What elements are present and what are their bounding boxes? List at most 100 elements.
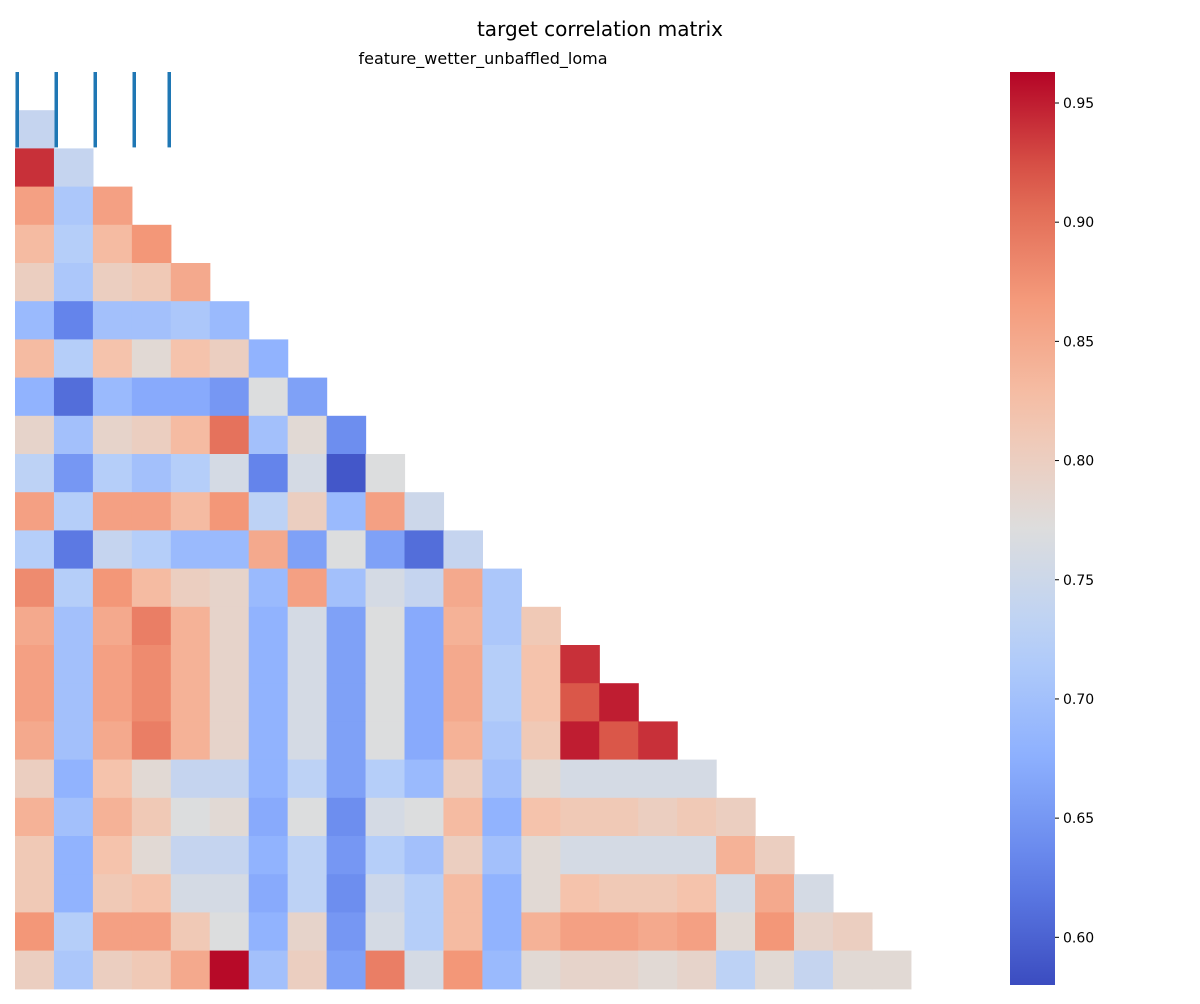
heatmap-cell: [521, 874, 561, 913]
heatmap-cell: [482, 683, 522, 722]
heatmap-cell: [170, 683, 211, 722]
heatmap-cell: [482, 721, 522, 761]
heatmap-cell: [53, 836, 94, 875]
heatmap-cell: [131, 645, 172, 684]
heatmap-cell: [716, 950, 756, 990]
heatmap-cell: [209, 721, 250, 761]
heatmap-cell: [92, 950, 133, 990]
heatmap-cell: [92, 454, 133, 493]
heatmap-cell: [443, 759, 483, 799]
heatmap-cell: [326, 568, 367, 608]
heatmap-cell: [248, 721, 289, 761]
heatmap-cell: [404, 568, 445, 608]
heatmap-cell: [716, 874, 756, 913]
heatmap-cell: [15, 645, 55, 684]
heatmap-cell: [248, 530, 289, 570]
heatmap-cell: [131, 836, 172, 875]
heatmap-cell: [677, 874, 717, 913]
heatmap-cell: [209, 454, 250, 493]
heatmap-cell: [365, 492, 406, 531]
heatmap-cell: [92, 377, 133, 417]
heatmap-cell: [209, 301, 250, 340]
heatmap-cell: [443, 874, 483, 913]
heatmap-cell: [326, 912, 367, 952]
colorbar-tick-label: 0.65: [1063, 811, 1094, 827]
heatmap-cell: [131, 797, 172, 837]
heatmap-cell: [248, 492, 289, 531]
heatmap-cell: [15, 721, 55, 761]
heatmap-cell: [15, 759, 55, 799]
heatmap-cell: [287, 568, 328, 608]
heatmap-cell: [716, 912, 756, 952]
heatmap-cell: [560, 912, 600, 952]
heatmap-cell: [53, 263, 94, 302]
heatmap-cell: [521, 912, 561, 952]
heatmap-cell: [92, 339, 133, 379]
heatmap-cell: [131, 912, 172, 952]
heatmap-cell: [326, 874, 367, 913]
heatmap-cell: [443, 645, 483, 684]
heatmap-cell: [521, 645, 561, 684]
colorbar-gradient: [1010, 72, 1055, 985]
heatmap-cell: [170, 263, 211, 302]
heatmap-cell: [170, 530, 211, 570]
heatmap-cell: [15, 492, 55, 531]
heatmap-cell: [482, 606, 522, 646]
heatmap-cell: [404, 836, 445, 875]
colorbar-tick-label: 0.75: [1063, 573, 1094, 589]
heatmap-cell: [404, 683, 445, 722]
chart-title: target correlation matrix: [477, 17, 723, 41]
heatmap-cell: [248, 645, 289, 684]
heatmap-cell: [443, 950, 483, 990]
heatmap-cell: [92, 874, 133, 913]
heatmap-cell: [131, 568, 172, 608]
heatmap-cell: [170, 950, 211, 990]
heatmap-cell: [92, 797, 133, 837]
heatmap-cell: [15, 797, 55, 837]
heatmap-cell: [53, 606, 94, 646]
heatmap-cell: [443, 530, 483, 570]
heatmap-cell: [287, 950, 328, 990]
heatmap-cell: [599, 836, 639, 875]
heatmap-cell: [482, 950, 522, 990]
heatmap-cell: [482, 568, 522, 608]
heatmap-cell: [287, 912, 328, 952]
heatmap-cell: [15, 224, 55, 264]
heatmap-cell: [677, 759, 717, 799]
heatmap-cell: [92, 492, 133, 531]
heatmap-cell: [15, 148, 55, 188]
heatmap-cell: [131, 950, 172, 990]
heatmap-cell: [248, 912, 289, 952]
heatmap-cell: [92, 836, 133, 875]
heatmap-cell: [15, 454, 55, 493]
heatmap-cell: [15, 836, 55, 875]
top-row-mark: [132, 72, 136, 148]
heatmap-cell: [92, 912, 133, 952]
heatmap-cell: [871, 950, 912, 990]
heatmap-cell: [209, 912, 250, 952]
heatmap-cell: [131, 301, 172, 340]
heatmap-cell: [326, 530, 367, 570]
heatmap-cell: [248, 797, 289, 837]
heatmap-cell: [92, 263, 133, 302]
heatmap-cell: [53, 339, 94, 379]
heatmap-cell: [287, 836, 328, 875]
heatmap-cell: [365, 568, 406, 608]
heatmap-cell: [209, 874, 250, 913]
heatmap-cell: [638, 797, 678, 837]
heatmap-cell: [170, 339, 211, 379]
heatmap-cell: [326, 645, 367, 684]
heatmap-cell: [131, 415, 172, 455]
heatmap-cell: [560, 797, 600, 837]
heatmap-cell: [404, 797, 445, 837]
heatmap-cell: [521, 606, 561, 646]
heatmap-cell: [677, 797, 717, 837]
heatmap-cell: [170, 797, 211, 837]
heatmap-cell: [92, 224, 133, 264]
heatmap-cell: [443, 683, 483, 722]
heatmap-cell: [443, 797, 483, 837]
heatmap-cell: [15, 874, 55, 913]
heatmap-cell: [599, 912, 639, 952]
heatmap-cell: [248, 568, 289, 608]
